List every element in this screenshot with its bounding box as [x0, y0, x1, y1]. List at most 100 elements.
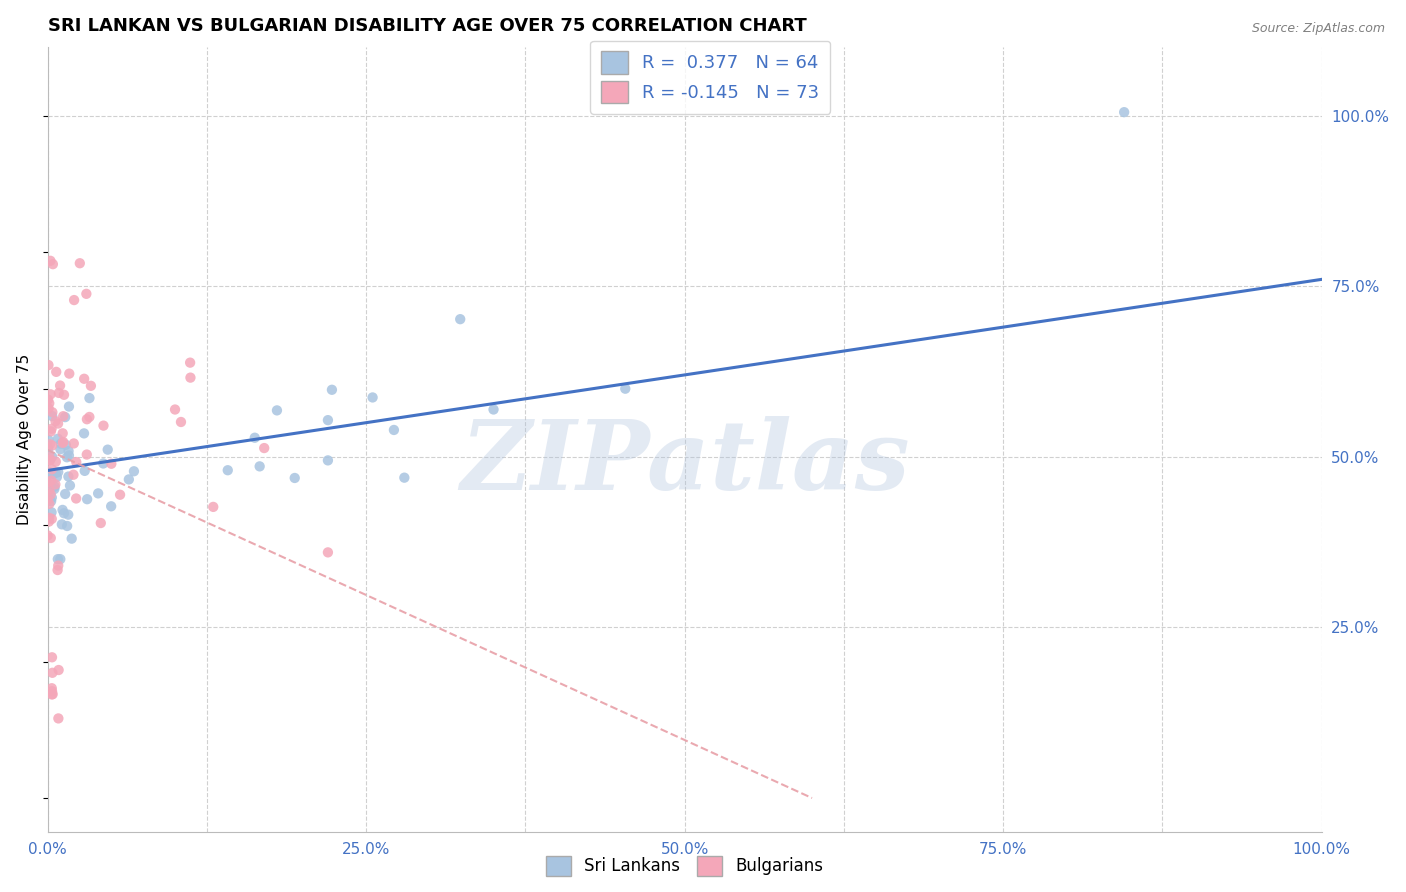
Point — [39, 487, 62, 501]
Point — [284, 471, 307, 485]
Point — [46, 558, 69, 573]
Point — [41, 491, 63, 505]
Point — [56, 519, 79, 533]
Point — [53, 506, 76, 520]
Point — [87, 486, 110, 500]
Point — [37, 492, 59, 507]
Point — [108, 488, 131, 502]
Point — [38, 483, 60, 497]
Point — [49, 552, 72, 566]
Point — [41, 439, 63, 453]
Point — [75, 286, 97, 301]
Point — [394, 471, 416, 485]
Point — [39, 425, 62, 439]
Point — [39, 387, 62, 401]
Point — [52, 409, 75, 424]
Point — [79, 409, 101, 424]
Point — [179, 370, 201, 384]
Legend: Sri Lankans, Bulgarians: Sri Lankans, Bulgarians — [540, 849, 830, 883]
Point — [122, 464, 145, 478]
Point — [49, 436, 72, 450]
Point — [38, 396, 60, 410]
Point — [76, 412, 98, 426]
Point — [38, 450, 60, 464]
Point — [90, 516, 112, 530]
Point — [46, 465, 69, 479]
Point — [46, 417, 69, 431]
Text: SRI LANKAN VS BULGARIAN DISABILITY AGE OVER 75 CORRELATION CHART: SRI LANKAN VS BULGARIAN DISABILITY AGE O… — [48, 17, 807, 35]
Point — [316, 453, 339, 467]
Text: Source: ZipAtlas.com: Source: ZipAtlas.com — [1251, 22, 1385, 36]
Point — [45, 455, 67, 469]
Point — [42, 467, 65, 481]
Point — [41, 409, 63, 423]
Point — [39, 453, 62, 467]
Y-axis label: Disability Age Over 75: Disability Age Over 75 — [17, 354, 32, 525]
Point — [38, 497, 60, 511]
Point — [45, 365, 67, 379]
Point — [51, 503, 73, 517]
Point — [37, 358, 59, 372]
Point — [482, 402, 505, 417]
Point — [41, 681, 63, 696]
Point — [361, 391, 384, 405]
Point — [73, 464, 96, 478]
Point — [59, 478, 82, 492]
Point — [321, 383, 343, 397]
Point — [41, 650, 63, 665]
Point — [38, 491, 60, 505]
Point — [37, 439, 59, 453]
Point — [37, 442, 59, 457]
Point — [37, 433, 59, 447]
Point — [45, 466, 67, 480]
Point — [100, 457, 122, 471]
Point — [100, 500, 122, 514]
Point — [63, 293, 86, 307]
Point — [44, 480, 66, 494]
Point — [41, 687, 63, 701]
Point — [69, 256, 91, 270]
Point — [62, 436, 84, 450]
Point — [52, 436, 75, 450]
Point — [41, 665, 63, 680]
Point — [38, 465, 60, 479]
Point — [316, 413, 339, 427]
Text: ZIPatlas: ZIPatlas — [460, 417, 910, 510]
Point — [76, 448, 98, 462]
Point — [38, 511, 60, 525]
Point — [179, 356, 201, 370]
Point — [163, 402, 186, 417]
Point — [266, 403, 288, 417]
Point — [53, 410, 76, 425]
Point — [41, 505, 63, 519]
Point — [382, 423, 405, 437]
Point — [37, 475, 59, 489]
Point — [44, 414, 66, 428]
Point — [49, 378, 72, 392]
Point — [48, 385, 70, 400]
Point — [48, 663, 70, 677]
Point — [39, 253, 62, 268]
Point — [60, 532, 83, 546]
Point — [46, 432, 69, 446]
Point — [65, 455, 87, 469]
Point — [51, 517, 73, 532]
Point — [118, 472, 141, 486]
Point — [58, 367, 80, 381]
Point — [253, 441, 276, 455]
Point — [614, 382, 637, 396]
Point — [52, 434, 75, 449]
Point — [58, 449, 80, 463]
Point — [41, 512, 63, 526]
Point — [49, 442, 72, 457]
Point — [41, 684, 63, 698]
Point — [41, 450, 63, 464]
Point — [39, 531, 62, 545]
Point — [41, 474, 63, 488]
Point — [55, 438, 77, 452]
Point — [79, 391, 101, 405]
Point — [243, 431, 266, 445]
Point — [58, 508, 80, 522]
Point — [65, 491, 87, 506]
Point — [316, 545, 339, 559]
